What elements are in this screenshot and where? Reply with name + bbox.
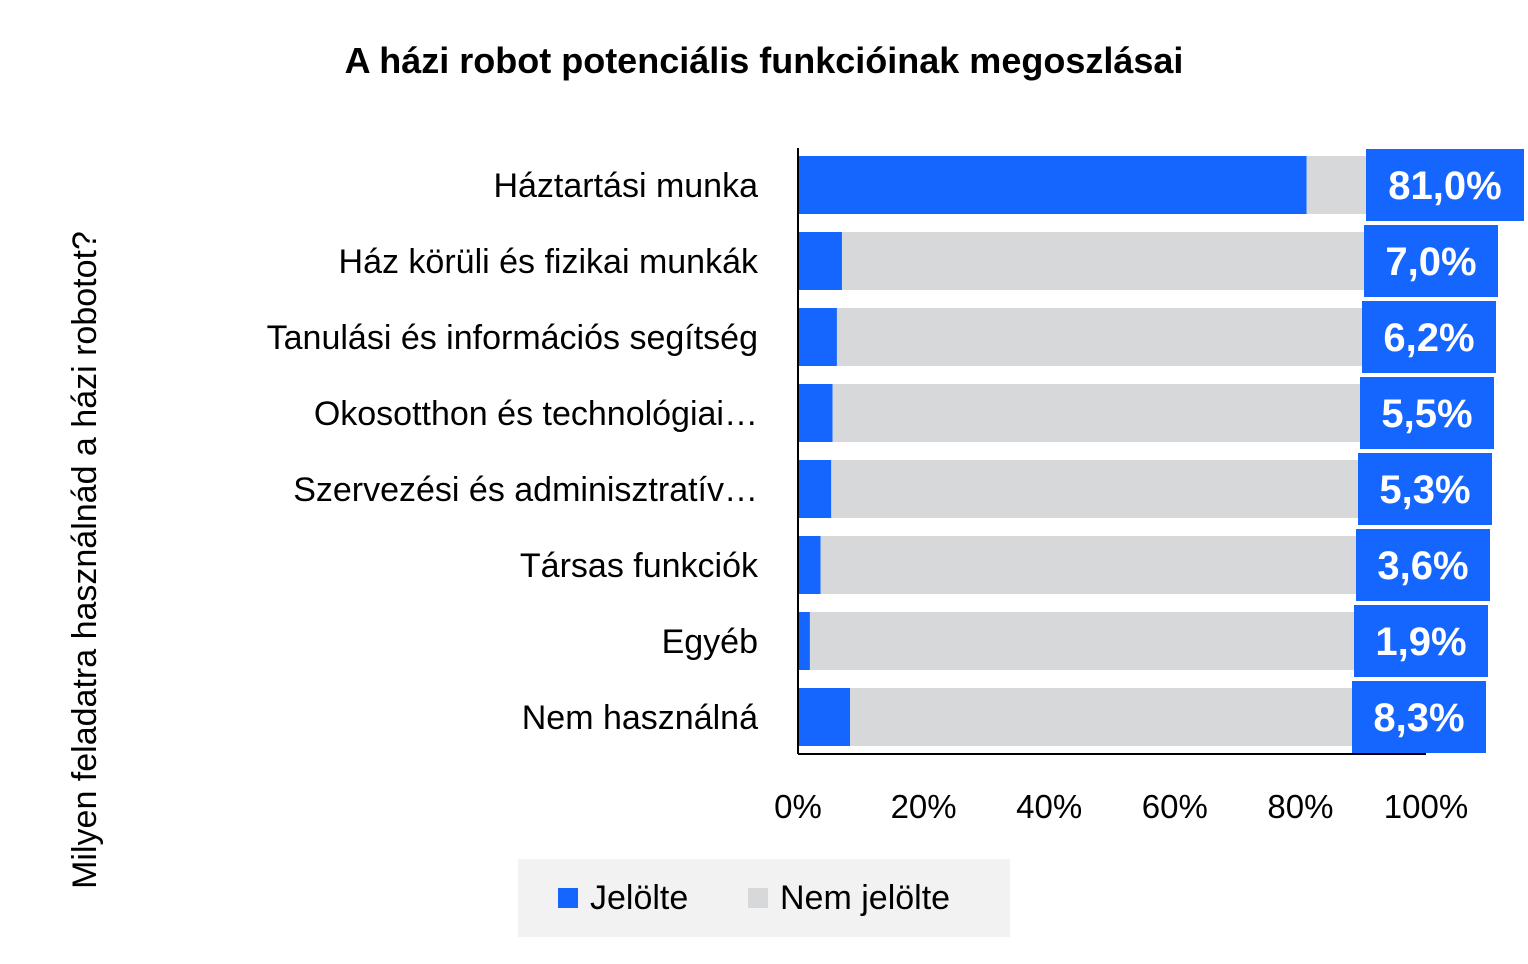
bar-jelolte-7 bbox=[798, 688, 851, 746]
bar-nem-jelolte-2 bbox=[836, 308, 1426, 366]
category-label-3: Okosotthon és technológiai… bbox=[314, 395, 758, 433]
bar-jelolte-0 bbox=[798, 156, 1307, 214]
bar-jelolte-5 bbox=[798, 536, 821, 594]
legend-label-jelolte: Jelölte bbox=[590, 878, 689, 917]
data-label-6: 1,9% bbox=[1375, 620, 1466, 664]
bar-jelolte-6 bbox=[798, 612, 810, 670]
data-label-3: 5,5% bbox=[1381, 392, 1472, 436]
category-label-0: Háztartási munka bbox=[493, 167, 758, 205]
x-tick-label-3: 60% bbox=[1142, 788, 1208, 825]
x-tick-label-5: 100% bbox=[1384, 788, 1468, 825]
legend-item-nem-jelolte: Nem jelölte bbox=[748, 859, 950, 937]
bar-nem-jelolte-3 bbox=[832, 384, 1426, 442]
data-label-4: 5,3% bbox=[1379, 468, 1470, 512]
legend-swatch-nem-jelolte bbox=[748, 888, 768, 908]
bar-nem-jelolte-7 bbox=[850, 688, 1426, 746]
data-label-box-3 bbox=[1360, 377, 1494, 449]
data-label-box-6 bbox=[1354, 605, 1488, 677]
x-tick-label-4: 80% bbox=[1267, 788, 1333, 825]
category-label-2: Tanulási és információs segítség bbox=[267, 319, 758, 357]
data-label-5: 3,6% bbox=[1377, 544, 1468, 588]
bar-nem-jelolte-4 bbox=[831, 460, 1426, 518]
chart-title: A házi robot potenciális funkcióinak meg… bbox=[344, 40, 1184, 81]
bar-nem-jelolte-5 bbox=[820, 536, 1426, 594]
category-label-4: Szervezési és adminisztratív… bbox=[293, 471, 758, 509]
category-label-5: Társas funkciók bbox=[520, 547, 759, 585]
data-label-box-7 bbox=[1352, 681, 1486, 753]
data-label-box-2 bbox=[1362, 301, 1496, 373]
data-label-box-5 bbox=[1356, 529, 1490, 601]
bar-nem-jelolte-1 bbox=[841, 232, 1426, 290]
x-tick-label-0: 0% bbox=[774, 788, 822, 825]
category-label-6: Egyéb bbox=[662, 623, 758, 661]
bar-jelolte-2 bbox=[798, 308, 837, 366]
legend-label-nem-jelolte: Nem jelölte bbox=[780, 878, 951, 917]
category-label-1: Ház körüli és fizikai munkák bbox=[339, 243, 759, 281]
x-tick-label-1: 20% bbox=[891, 788, 957, 825]
data-label-box-1 bbox=[1364, 225, 1498, 297]
bar-jelolte-1 bbox=[798, 232, 842, 290]
category-label-7: Nem használná bbox=[522, 699, 758, 737]
legend-item-jelolte: Jelölte bbox=[558, 859, 688, 937]
legend-swatch-jelolte bbox=[558, 888, 578, 908]
data-label-1: 7,0% bbox=[1385, 240, 1476, 284]
data-label-box-0 bbox=[1366, 149, 1524, 221]
bar-nem-jelolte-6 bbox=[809, 612, 1426, 670]
data-label-0: 81,0% bbox=[1388, 164, 1501, 208]
bar-jelolte-3 bbox=[798, 384, 833, 442]
data-label-2: 6,2% bbox=[1383, 316, 1474, 360]
bar-jelolte-4 bbox=[798, 460, 832, 518]
x-tick-label-2: 40% bbox=[1016, 788, 1082, 825]
legend: Jelölte Nem jelölte bbox=[518, 859, 1010, 937]
data-label-box-4 bbox=[1358, 453, 1492, 525]
data-label-7: 8,3% bbox=[1373, 696, 1464, 740]
